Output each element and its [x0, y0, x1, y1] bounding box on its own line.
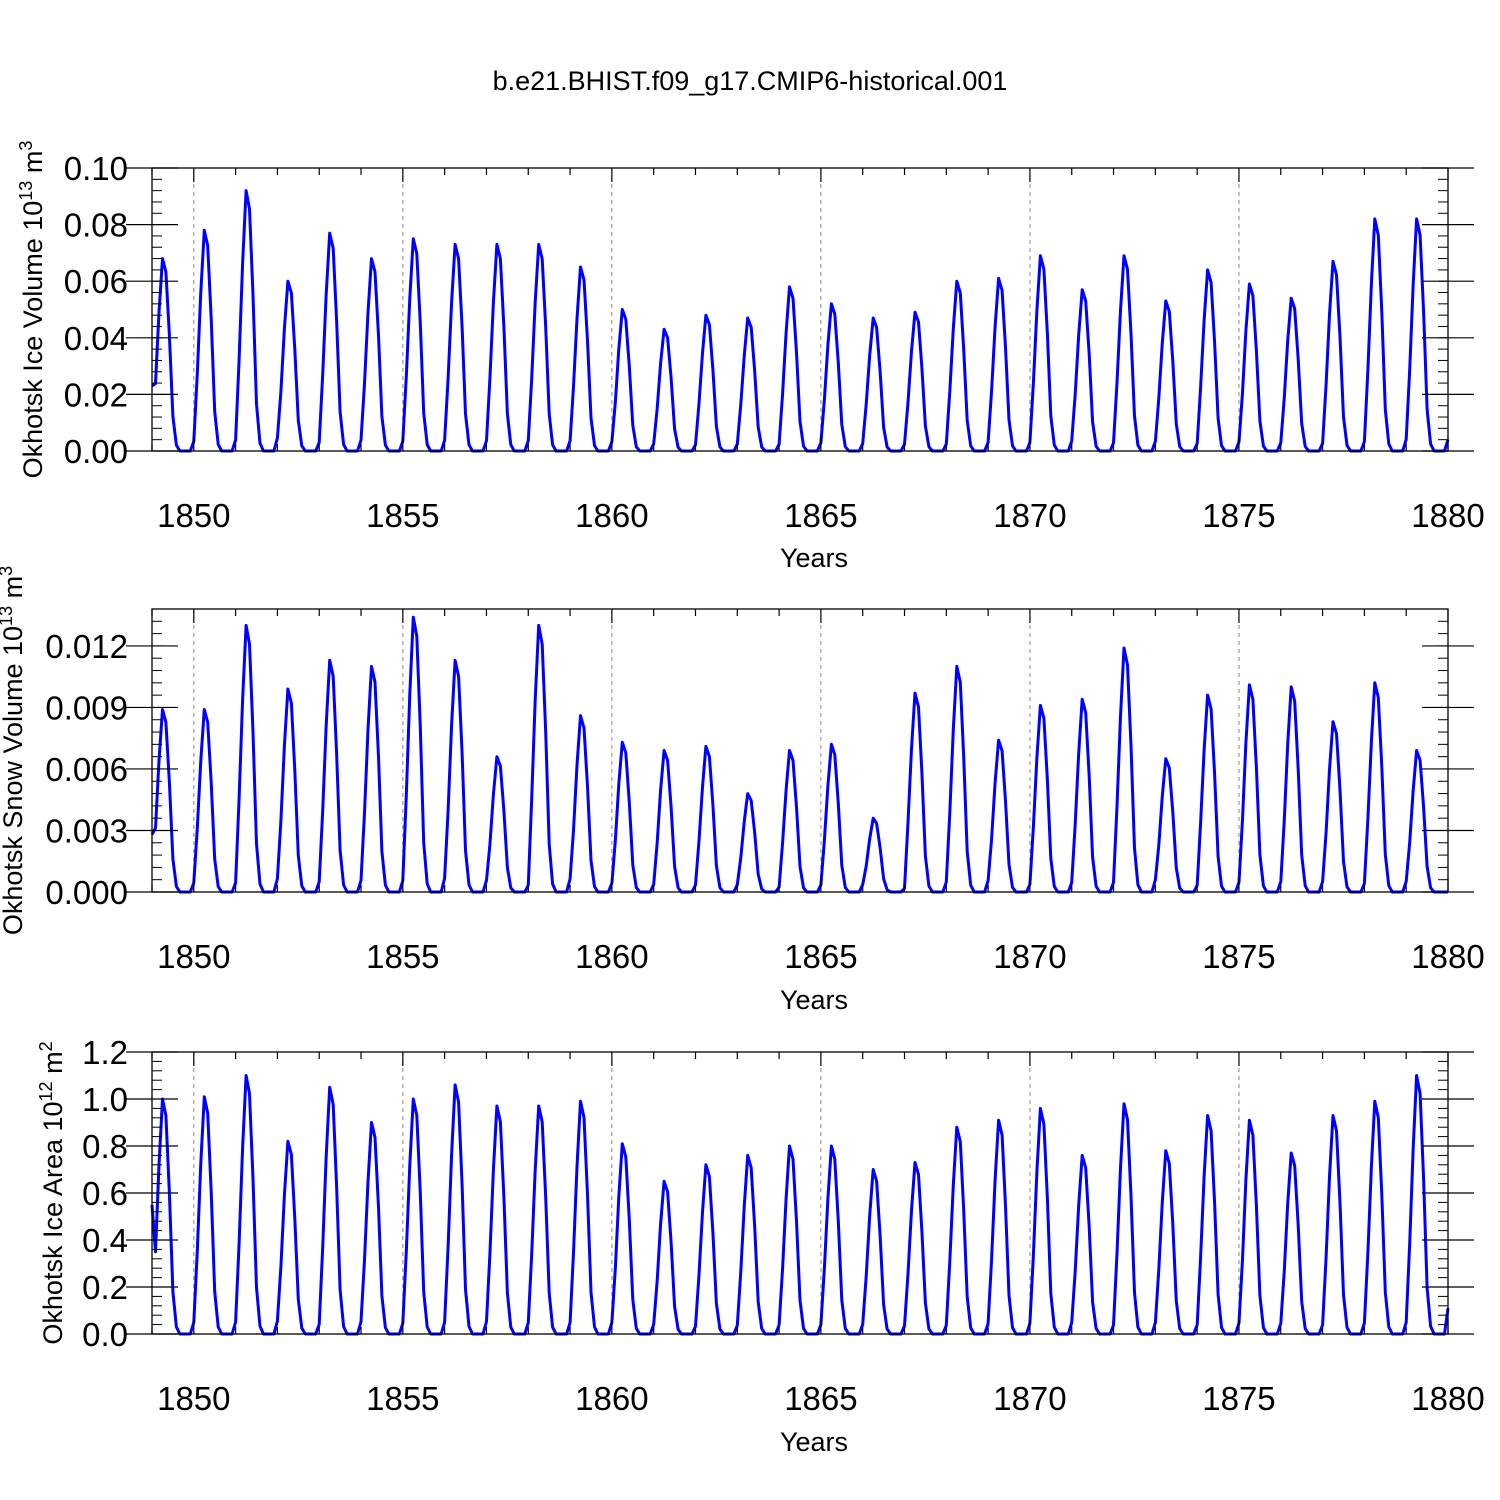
x-tick-label: 1850 [157, 938, 230, 975]
x-tick-label: 1880 [1411, 938, 1484, 975]
x-tick-label: 1865 [784, 1380, 857, 1417]
y-tick-label: 0.8 [82, 1128, 128, 1165]
x-tick-label: 1875 [1202, 938, 1275, 975]
plot-panels: 1850 1855 1860 1865 1870 1875 18800.000.020.04… [0, 141, 1485, 1457]
y-tick-label: 0.02 [64, 376, 128, 413]
x-tick-label: 1880 [1411, 497, 1484, 534]
x-tick-label: 1855 [366, 497, 439, 534]
y-axis-label-text: Okhotsk Ice Volume 10 [18, 201, 48, 479]
y-tick-label: 0.006 [45, 751, 128, 788]
x-tick-label: 1860 [575, 497, 648, 534]
y-tick-label: 0.009 [45, 689, 128, 726]
y-axis-label-exponent: 13 [0, 606, 16, 626]
data-line-ice-volume [151, 189, 1450, 453]
plot-panel-snow-volume: 1850 1855 1860 1865 1870 1875 1880 0.000 0.003 0.… [0, 566, 1485, 1015]
y-axis-label: Okhotsk Snow Volume 1013 m3 [0, 566, 28, 935]
x-tick-label: 1855 [366, 1380, 439, 1417]
y-axis-label-unit-exponent: 3 [0, 566, 16, 576]
y-axis-label-unit: m [0, 576, 28, 606]
y-tick-label: 0.003 [45, 812, 128, 849]
x-axis-label: Years [780, 1427, 848, 1457]
page-title: b.e21.BHIST.f09_g17.CMIP6-historical.001 [493, 66, 1008, 96]
y-axis-label-exponent: 13 [16, 181, 36, 201]
y-tick-label: 0.012 [45, 628, 128, 665]
x-axis-label: Years [780, 985, 848, 1015]
data-line-snow-volume [150, 615, 1448, 894]
y-axis-label-text: Okhotsk Ice Area 10 [38, 1101, 68, 1344]
y-tick-label: 0.000 [45, 874, 128, 911]
y-tick-label: 0.00 [64, 433, 128, 470]
x-axis-label: Years [780, 543, 848, 573]
y-axis-label-unit-exponent: 2 [36, 1041, 56, 1051]
y-tick-label: 1.2 [82, 1034, 128, 1071]
y-tick-label: 0.4 [82, 1222, 128, 1259]
x-tick-label: 1855 [366, 938, 439, 975]
y-tick-label: 1.0 [82, 1081, 128, 1118]
x-tick-label: 1870 [993, 1380, 1066, 1417]
plot-frame [151, 167, 1449, 452]
x-tick-label: 1870 [993, 497, 1066, 534]
y-axis-label-unit-exponent: 3 [16, 141, 36, 151]
x-tick-label: 1860 [575, 938, 648, 975]
y-axis-label-exponent: 12 [36, 1081, 56, 1101]
x-tick-label: 1865 [784, 497, 857, 534]
y-axis-label-unit: m [18, 151, 48, 181]
y-axis-label-unit: m [38, 1051, 68, 1081]
data-line-ice-area [150, 1074, 1450, 1336]
y-tick-label: 0.06 [64, 263, 128, 300]
y-tick-label: 0.10 [64, 150, 128, 187]
plot-panel-ice-area: 1850 1855 1860 1865 1870 1875 1880 0.0 0.2 0.4 0.6… [36, 1034, 1485, 1457]
x-tick-label: 1875 [1202, 497, 1275, 534]
x-tick-label: 1865 [784, 938, 857, 975]
y-axis-label-text: Okhotsk Snow Volume 10 [0, 626, 28, 935]
x-tick-label: 1880 [1411, 1380, 1484, 1417]
y-axis-label: Okhotsk Ice Area 1012 m2 [36, 1041, 68, 1344]
x-tick-label: 1850 [157, 1380, 230, 1417]
y-tick-label: 0.08 [64, 207, 128, 244]
y-axis-label: Okhotsk Ice Volume 1013 m3 [16, 141, 48, 479]
x-tick-label: 1860 [575, 1380, 648, 1417]
y-tick-label: 0.6 [82, 1175, 128, 1212]
y-tick-label: 0.0 [82, 1316, 128, 1353]
x-tick-label: 1875 [1202, 1380, 1275, 1417]
y-tick-label: 0.04 [64, 320, 128, 357]
x-tick-label: 1850 [157, 497, 230, 534]
plot-frame [151, 608, 1449, 893]
plot-panel-ice-volume: 1850 1855 1860 1865 1870 1875 1880 0.00 0.02 0.04… [16, 141, 1485, 573]
y-tick-label: 0.2 [82, 1269, 128, 1306]
x-tick-label: 1870 [993, 938, 1066, 975]
